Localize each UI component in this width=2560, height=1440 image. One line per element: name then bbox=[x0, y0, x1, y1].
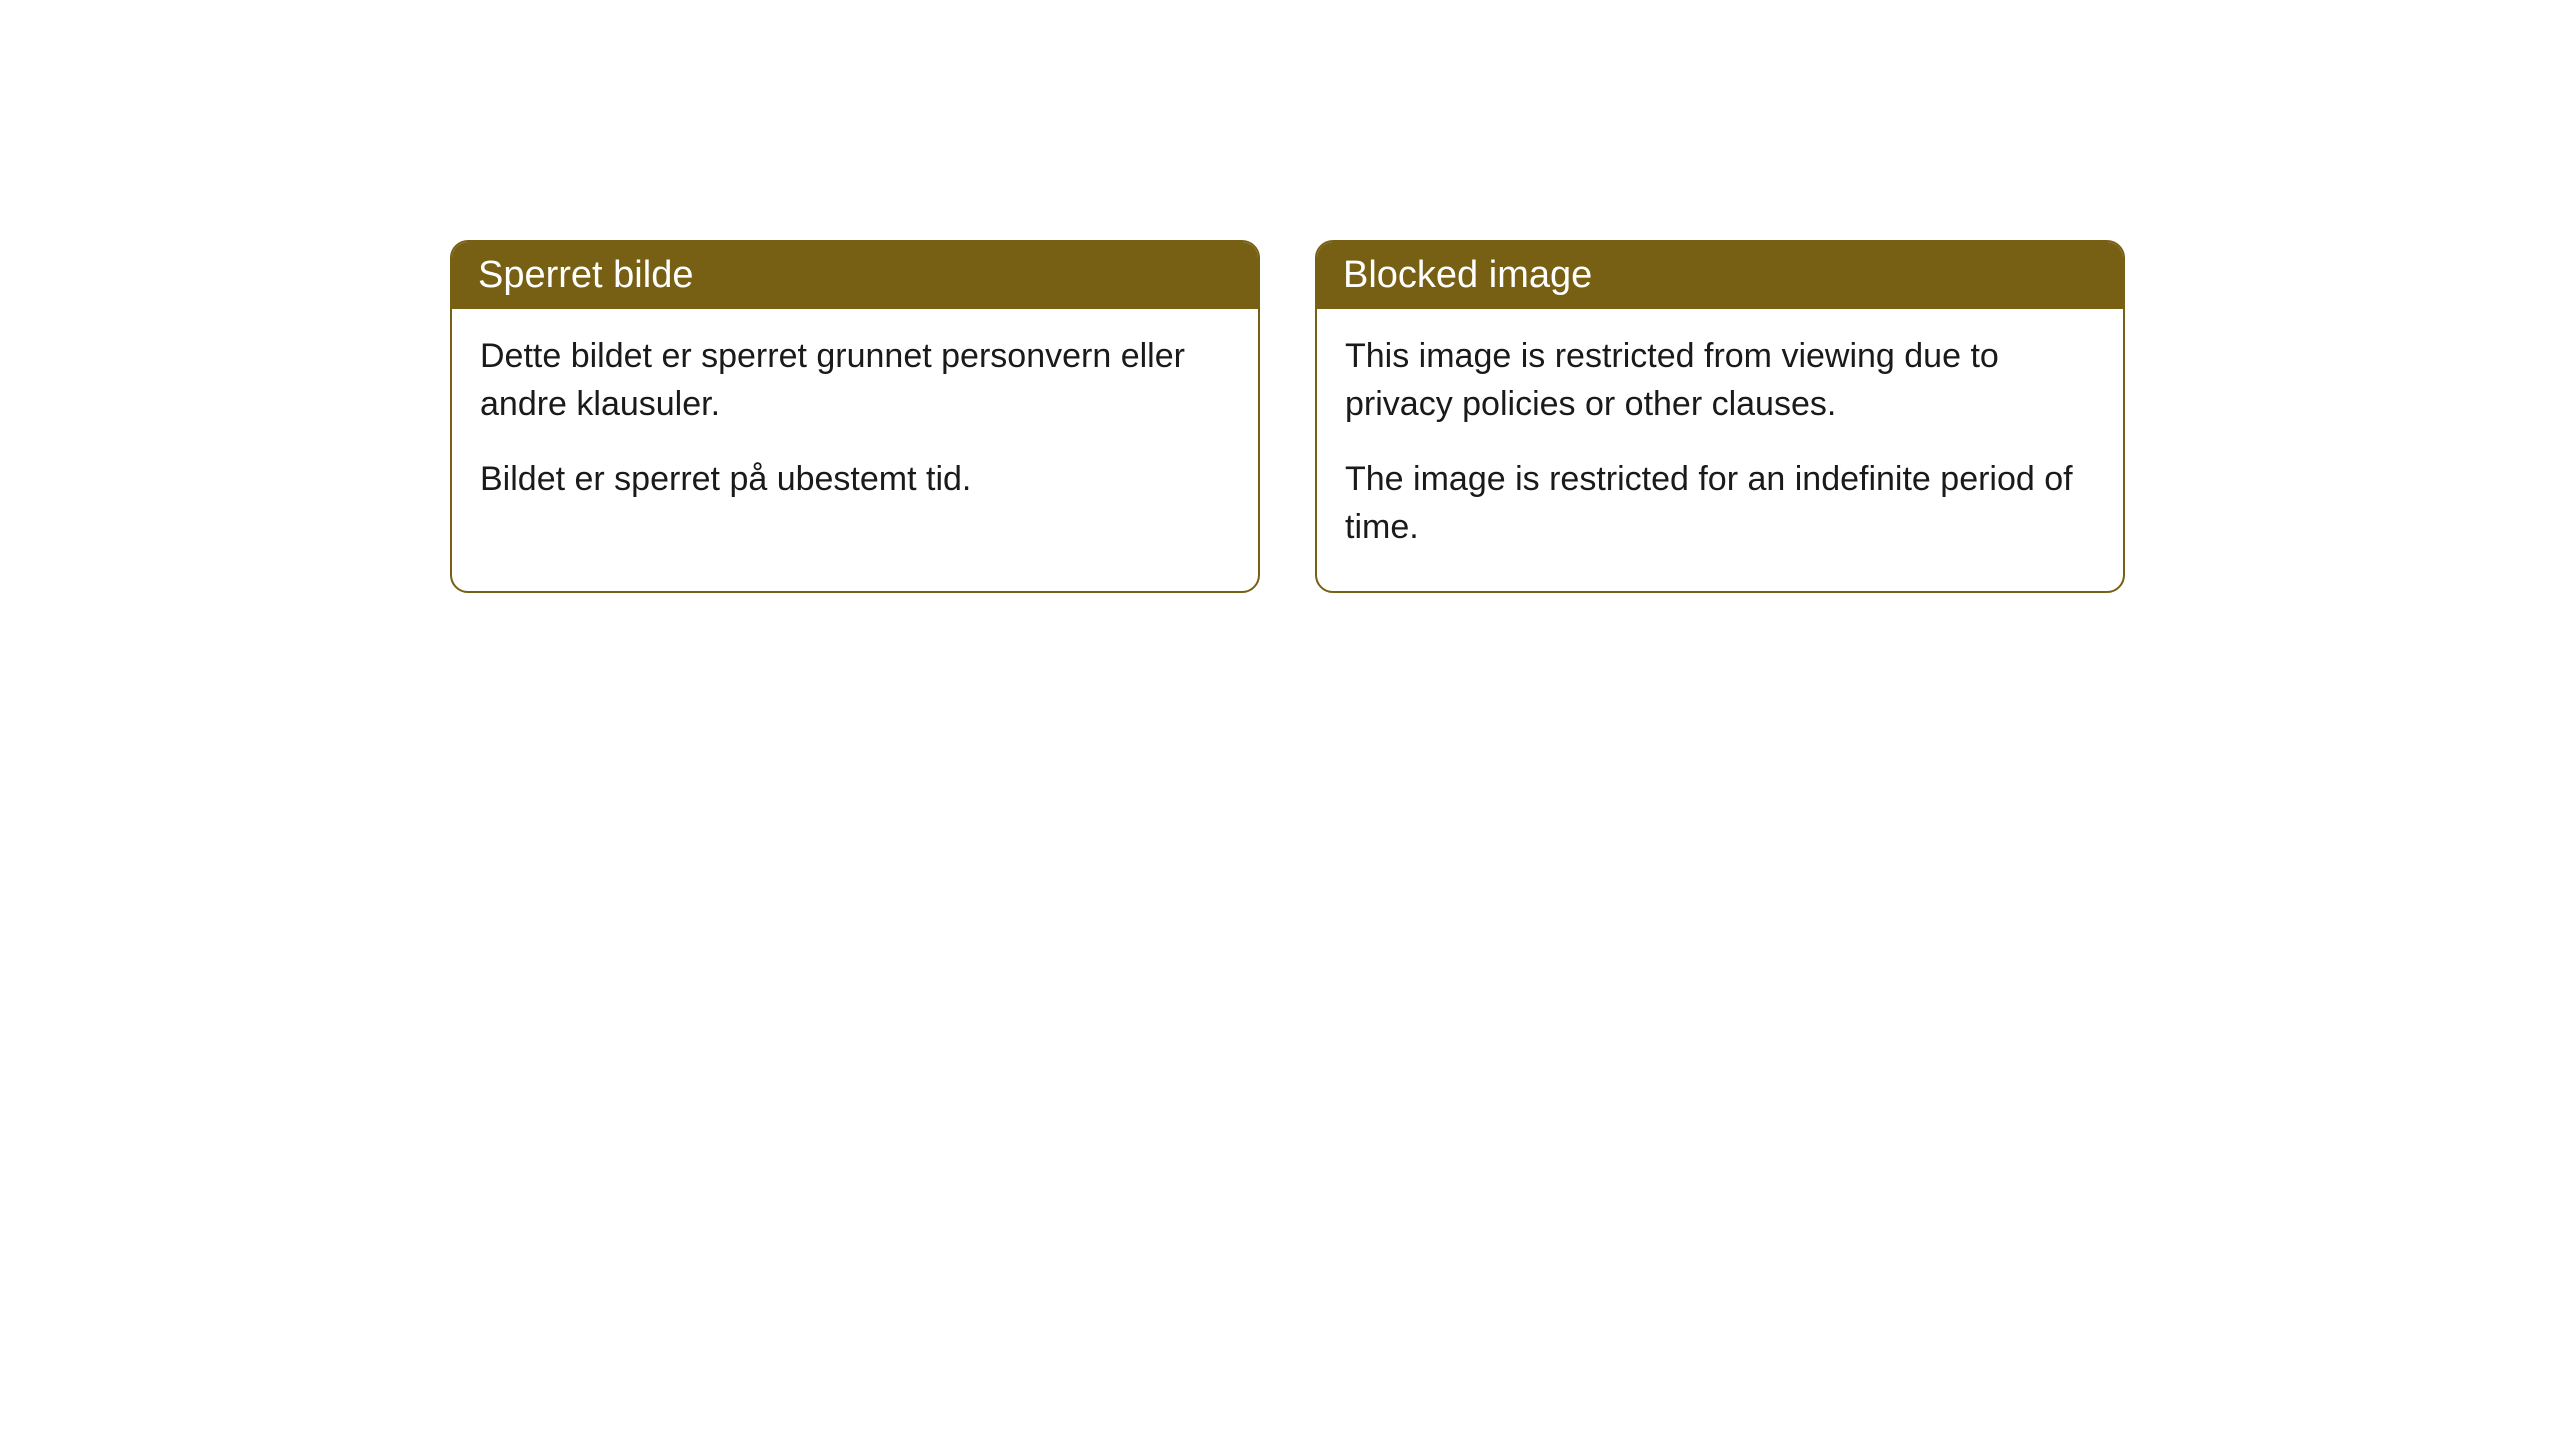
card-body-norwegian: Dette bildet er sperret grunnet personve… bbox=[452, 309, 1258, 544]
card-body-english: This image is restricted from viewing du… bbox=[1317, 309, 2123, 591]
cards-container: Sperret bilde Dette bildet er sperret gr… bbox=[450, 240, 2125, 593]
card-paragraph-1: Dette bildet er sperret grunnet personve… bbox=[480, 333, 1230, 428]
card-paragraph-2: The image is restricted for an indefinit… bbox=[1345, 456, 2095, 551]
card-header-norwegian: Sperret bilde bbox=[452, 242, 1258, 309]
card-title: Blocked image bbox=[1343, 254, 1592, 296]
card-title: Sperret bilde bbox=[478, 254, 693, 296]
blocked-image-card-english: Blocked image This image is restricted f… bbox=[1315, 240, 2125, 593]
card-header-english: Blocked image bbox=[1317, 242, 2123, 309]
blocked-image-card-norwegian: Sperret bilde Dette bildet er sperret gr… bbox=[450, 240, 1260, 593]
card-paragraph-1: This image is restricted from viewing du… bbox=[1345, 333, 2095, 428]
card-paragraph-2: Bildet er sperret på ubestemt tid. bbox=[480, 456, 1230, 504]
